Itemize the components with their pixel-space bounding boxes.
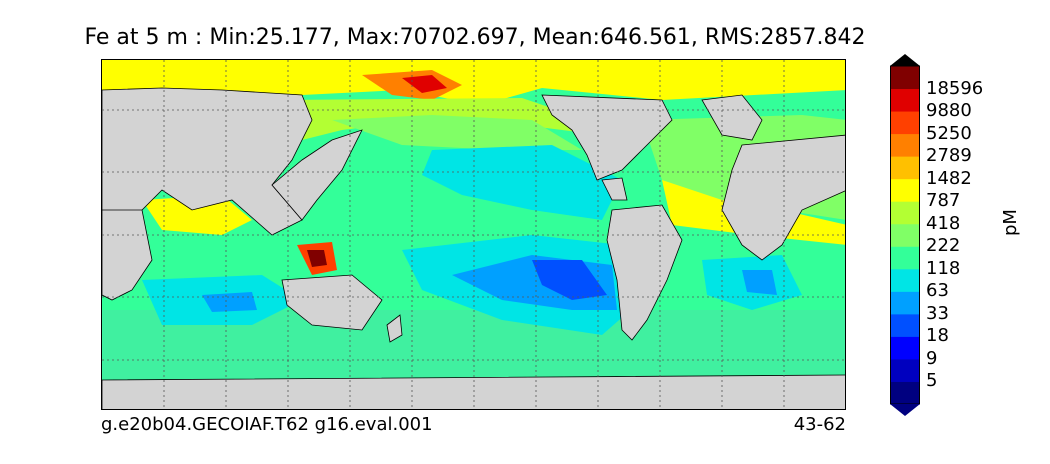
- years-label: 43-62: [793, 414, 846, 435]
- colorbar-bin: [890, 381, 920, 405]
- colorbar-bin: [890, 313, 920, 337]
- colorbar-tick-label: 63: [926, 280, 949, 302]
- plot-title: Fe at 5 m : Min:25.177, Max:70702.697, M…: [84, 25, 866, 50]
- central-america: [601, 177, 628, 201]
- units-label: pM: [1000, 209, 1021, 236]
- colorbar-bin: [890, 111, 920, 135]
- colorbar-tick-label: 33: [926, 302, 949, 324]
- colorbar-bin: [890, 291, 920, 315]
- colorbar-bin: [890, 268, 920, 292]
- colorbar-bin: [890, 201, 920, 225]
- map-svg: [102, 60, 845, 409]
- north-pacific-green: [332, 115, 582, 150]
- indian-blue: [202, 292, 257, 312]
- indonesia-core: [307, 250, 327, 267]
- colorbar-tick-label: 118: [926, 257, 961, 279]
- land-masses: [102, 87, 845, 409]
- colorbar-tick-label: 787: [926, 190, 961, 212]
- colorbar-tick-label: 18: [926, 325, 949, 347]
- colorbar-bin: [890, 246, 920, 270]
- map-panel: [101, 59, 846, 410]
- colorbar-tick-label: 1482: [926, 167, 972, 189]
- colorbar-bin: [890, 178, 920, 202]
- new-zealand: [386, 314, 403, 343]
- colorbar-segments: [890, 65, 920, 405]
- colorbar-tick-label: 9: [926, 347, 938, 369]
- colorbar-bin: [890, 156, 920, 180]
- australia: [281, 274, 383, 331]
- south-america: [606, 204, 683, 341]
- greenland: [701, 94, 763, 141]
- colorbar-bin: [890, 358, 920, 382]
- colorbar-tick-label: 5250: [926, 122, 972, 144]
- colorbar-top-arrow: [890, 54, 920, 66]
- colorbar-tick-label: 418: [926, 212, 961, 234]
- colorbar-tick-label: 9880: [926, 100, 972, 122]
- east-asia: [271, 129, 363, 221]
- atlantic-blue: [742, 270, 777, 295]
- colorbar-tick-label: 2789: [926, 145, 972, 167]
- pacific-deep-blue: [532, 260, 607, 300]
- colorbar-bin: [890, 66, 920, 90]
- colorbar-bin: [890, 133, 920, 157]
- africa-east: [102, 209, 153, 301]
- arabian-sea-yellow: [142, 195, 252, 235]
- arctic-red: [402, 75, 447, 93]
- colorbar: [890, 54, 920, 416]
- case-name: g.e20b04.GECOIAF.T62 g16.eval.001: [101, 414, 433, 435]
- colorbar-bottom-arrow: [890, 404, 920, 416]
- colorbar-bin: [890, 88, 920, 112]
- gridlines: [102, 60, 845, 409]
- colorbar-tick-label: 5: [926, 370, 938, 392]
- europe-africa: [721, 134, 845, 261]
- colorbar-tick-label: 18596: [926, 77, 984, 99]
- colorbar-tick-label: 222: [926, 235, 961, 257]
- pacific-cyan-north: [422, 145, 622, 220]
- colorbar-bin: [890, 336, 920, 360]
- colorbar-bin: [890, 223, 920, 247]
